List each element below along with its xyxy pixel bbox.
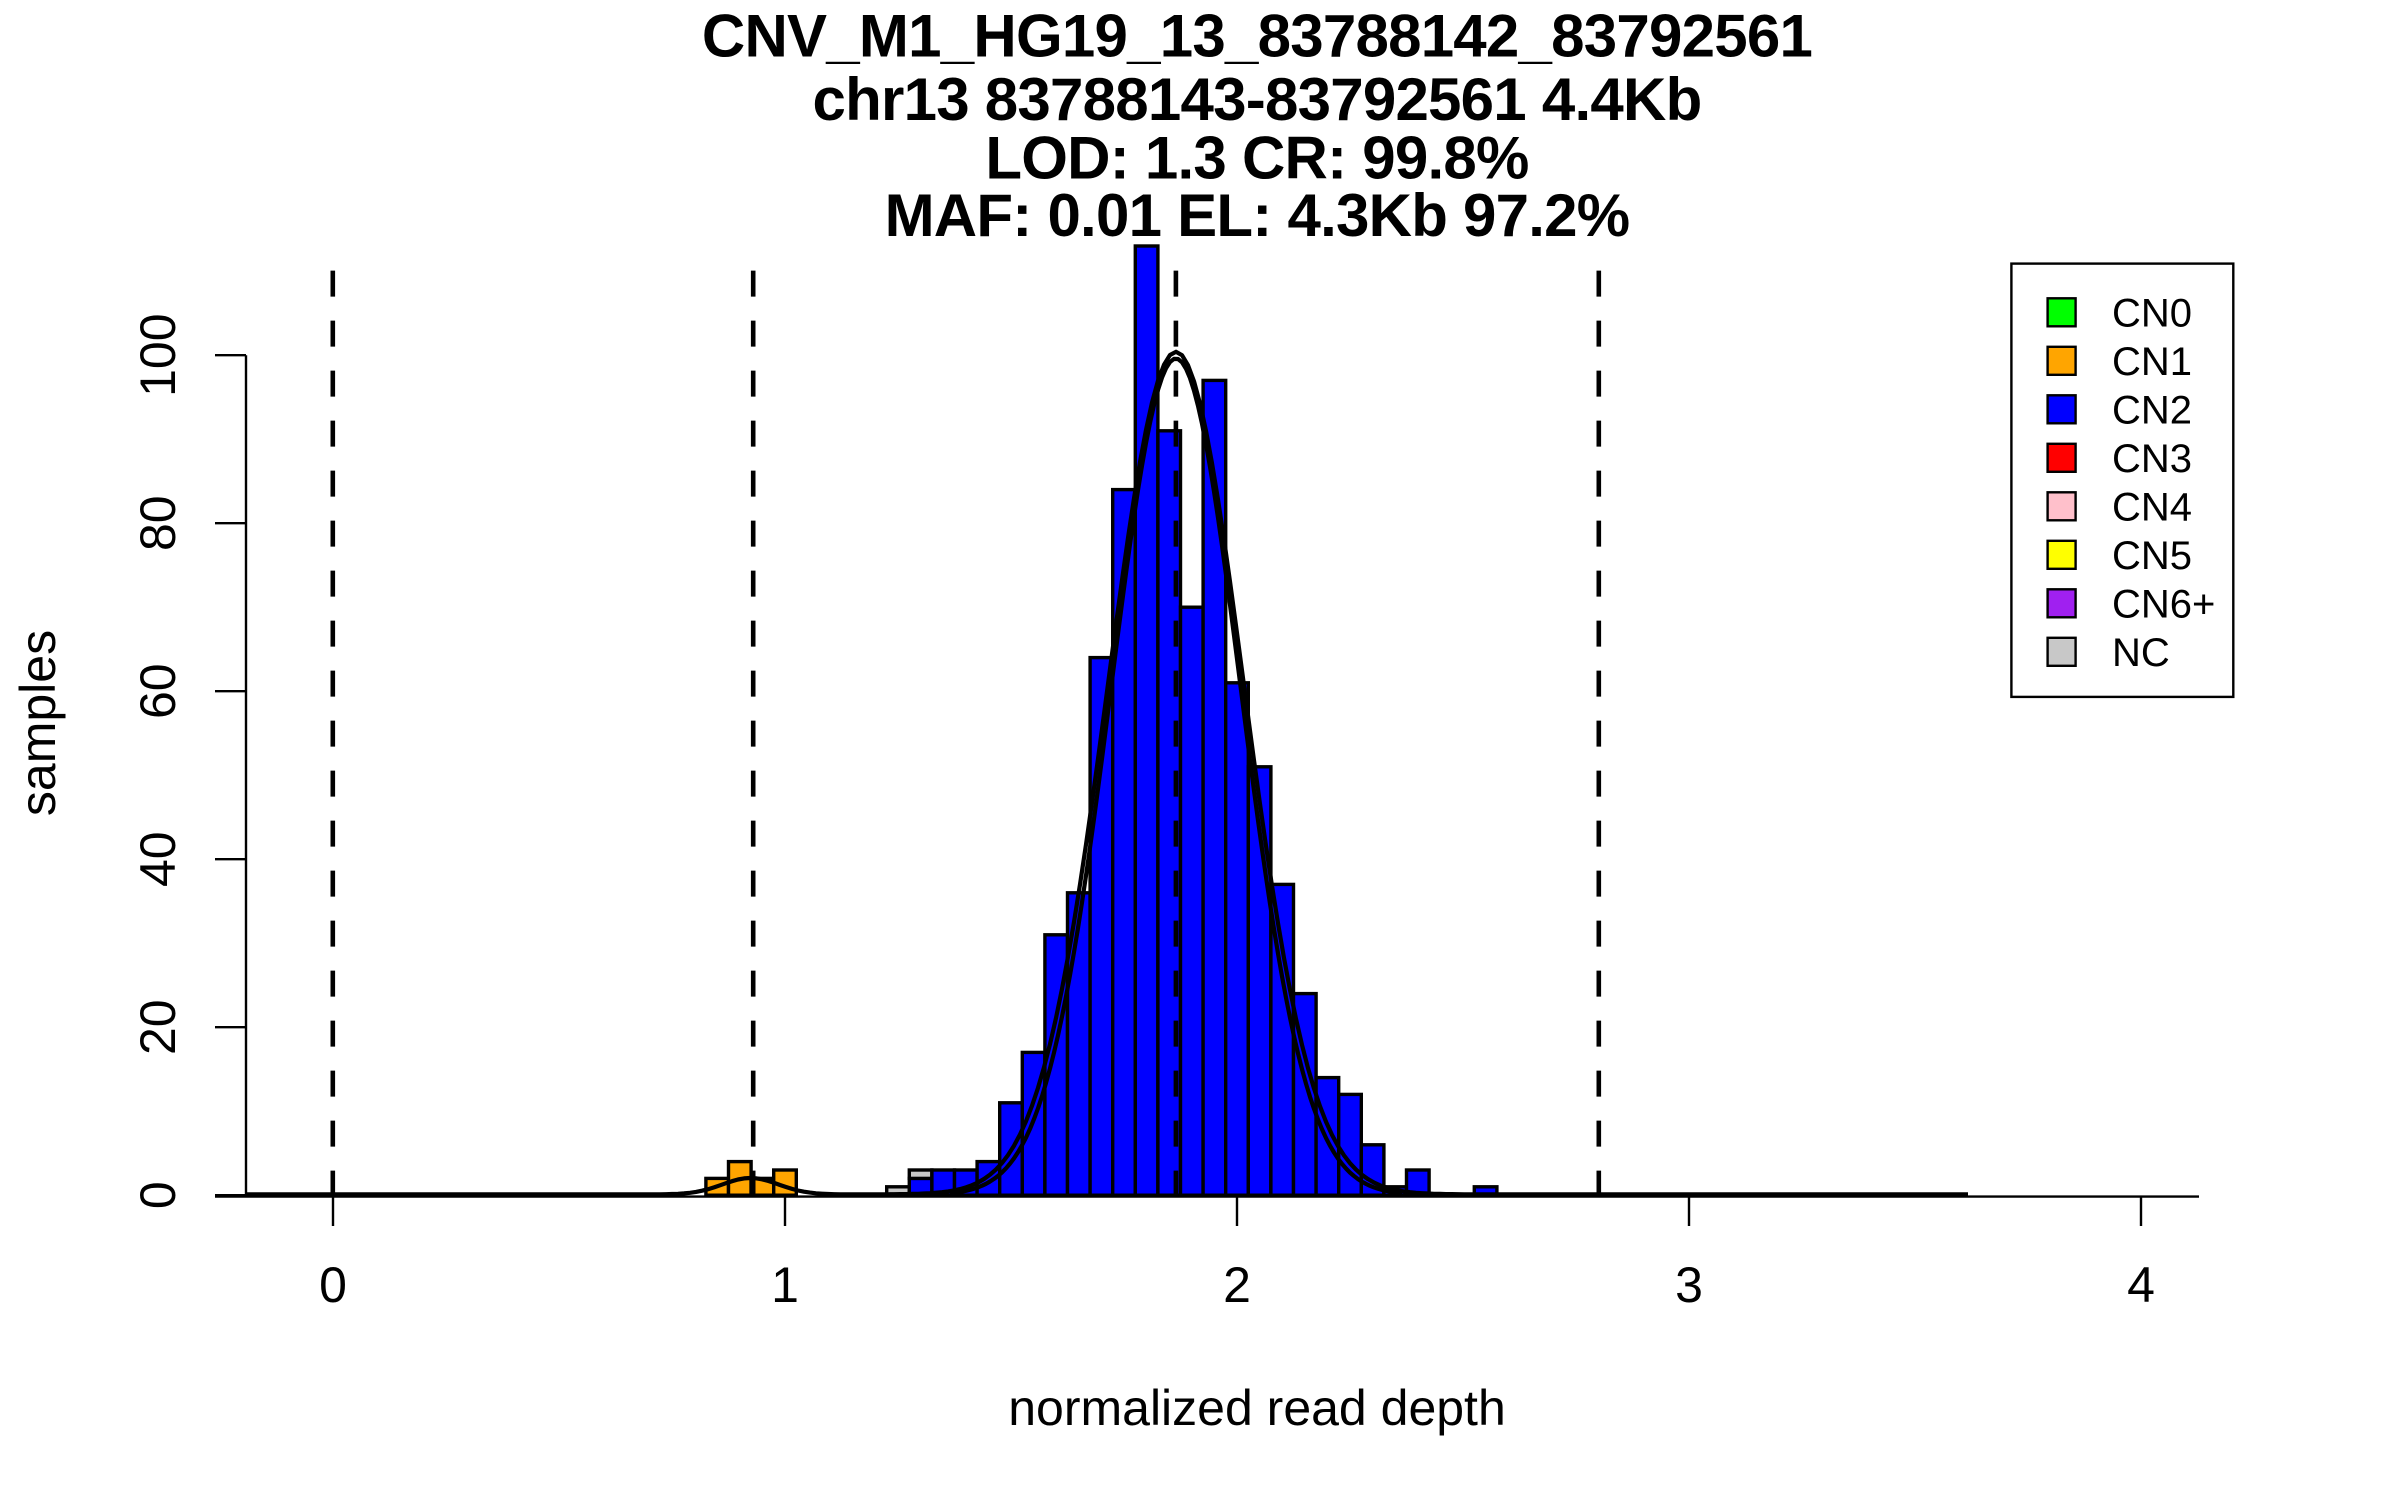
svg-text:CN6+: CN6+ [2112, 583, 2215, 627]
svg-text:CN2: CN2 [2112, 389, 2192, 433]
svg-text:CN5: CN5 [2112, 534, 2192, 578]
svg-text:0: 0 [319, 1257, 347, 1313]
svg-text:NC: NC [2112, 631, 2170, 675]
svg-text:CN0: CN0 [2112, 292, 2192, 336]
svg-text:CNV_M1_HG19_13_83788142_837925: CNV_M1_HG19_13_83788142_83792561 [702, 3, 1812, 70]
svg-text:4: 4 [2127, 1257, 2155, 1313]
svg-text:20: 20 [130, 999, 186, 1055]
svg-text:LOD: 1.3 CR: 99.8%: LOD: 1.3 CR: 99.8% [985, 125, 1528, 192]
svg-text:3: 3 [1675, 1257, 1703, 1313]
svg-text:chr13 83788143-83792561 4.4Kb: chr13 83788143-83792561 4.4Kb [813, 66, 1702, 133]
svg-text:CN4: CN4 [2112, 486, 2192, 530]
svg-text:80: 80 [130, 495, 186, 551]
svg-text:CN1: CN1 [2112, 340, 2192, 384]
svg-text:2: 2 [1223, 1257, 1251, 1313]
svg-text:normalized read depth: normalized read depth [1008, 1380, 1506, 1436]
svg-text:100: 100 [130, 313, 186, 396]
svg-text:samples: samples [10, 630, 66, 816]
svg-text:60: 60 [130, 663, 186, 719]
svg-text:40: 40 [130, 831, 186, 887]
svg-text:0: 0 [130, 1181, 186, 1209]
svg-text:CN3: CN3 [2112, 437, 2192, 481]
svg-text:MAF: 0.01 EL: 4.3Kb 97.2%: MAF: 0.01 EL: 4.3Kb 97.2% [885, 182, 1630, 249]
svg-text:1: 1 [771, 1257, 799, 1313]
